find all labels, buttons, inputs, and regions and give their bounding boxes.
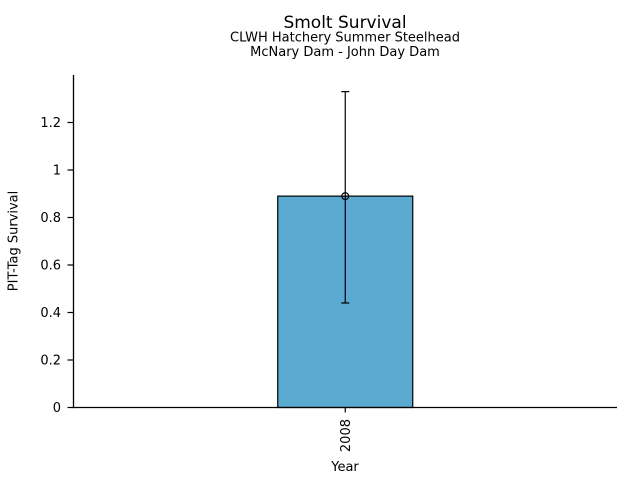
y-tick-label: 0: [53, 401, 61, 416]
y-tick-label: 1.2: [40, 116, 61, 131]
point-marker: [341, 192, 350, 201]
y-axis-label: PIT-Tag Survival: [7, 191, 22, 291]
y-tick-label: 0.8: [40, 211, 61, 226]
x-axis-label: Year: [330, 460, 359, 475]
y-tick-label: 0.6: [40, 259, 61, 274]
x-tick-label: 2008: [339, 419, 354, 452]
plot-area: 2008 0 0.2 0.4 0.6 0.8 1 1.2: [40, 75, 617, 452]
y-tick-label: 1: [53, 164, 61, 179]
y-tick-label: 0.2: [40, 354, 61, 369]
chart-subtitle-line2: McNary Dam - John Day Dam: [250, 45, 440, 60]
chart-title: Smolt Survival: [283, 13, 406, 33]
y-tick-label: 0.4: [40, 306, 61, 321]
chart-subtitle-line1: CLWH Hatchery Summer Steelhead: [230, 31, 460, 46]
